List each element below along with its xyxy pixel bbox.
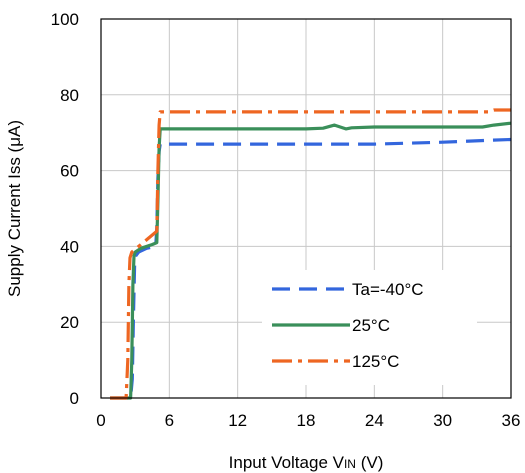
series-line-2	[110, 108, 511, 400]
x-tick-label: 6	[165, 411, 174, 430]
legend: Ta=-40°C 25°C 125°C	[272, 280, 424, 371]
y-axis-title: Supply Current Iss (μA)	[5, 120, 24, 297]
x-tick-label: 18	[297, 411, 316, 430]
legend-label: Ta=-40°C	[352, 280, 424, 299]
y-tick-label: 100	[51, 10, 79, 29]
legend-background	[262, 270, 477, 385]
x-axis-title: Input Voltage VIN (V)	[229, 453, 384, 472]
x-tick-label: 30	[433, 411, 452, 430]
x-tick-label: 24	[365, 411, 384, 430]
x-tick-label: 12	[228, 411, 247, 430]
y-tick-label: 0	[70, 389, 79, 408]
x-tick-labels: 0 6 12 18 24 30 36	[96, 411, 520, 430]
x-tick-label: 0	[96, 411, 105, 430]
x-tick-label: 36	[502, 411, 521, 430]
y-tick-label: 40	[60, 237, 79, 256]
x-axis-title-main: Input Voltage V	[229, 453, 345, 472]
series-line-1	[110, 121, 512, 400]
x-axis-title-subscript: IN	[344, 457, 356, 471]
series-lines	[110, 108, 512, 400]
legend-label: 125°C	[352, 352, 399, 371]
y-tick-label: 60	[60, 162, 79, 181]
plot-frame	[100, 18, 512, 399]
legend-label: 25°C	[352, 316, 390, 335]
y-tick-label: 80	[60, 86, 79, 105]
x-axis-title-unit: (V)	[356, 453, 383, 472]
y-tick-labels: 0 20 40 60 80 100	[51, 10, 79, 408]
y-tick-label: 20	[60, 313, 79, 332]
